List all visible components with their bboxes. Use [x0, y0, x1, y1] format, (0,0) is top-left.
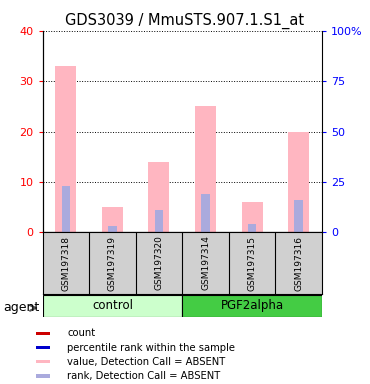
Text: count: count [67, 328, 95, 338]
Bar [295, 200, 303, 232]
Text: agent: agent [4, 301, 40, 314]
Text: PGF2alpha: PGF2alpha [221, 299, 284, 312]
Bar [43, 295, 182, 317]
Bar [36, 374, 50, 378]
Bar [248, 224, 256, 232]
Text: GDS3039 / MmuSTS.907.1.S1_at: GDS3039 / MmuSTS.907.1.S1_at [65, 13, 305, 29]
Bar [148, 162, 169, 232]
Text: GSM197314: GSM197314 [201, 236, 210, 290]
Bar [62, 186, 70, 232]
Text: control: control [92, 299, 133, 312]
Text: GSM197320: GSM197320 [154, 236, 164, 290]
Text: GSM197316: GSM197316 [294, 235, 303, 291]
Text: rank, Detection Call = ABSENT: rank, Detection Call = ABSENT [67, 371, 221, 381]
Text: GSM197315: GSM197315 [248, 235, 256, 291]
Bar [36, 346, 50, 349]
Bar [36, 332, 50, 335]
Bar [56, 66, 76, 232]
Bar [242, 202, 263, 232]
Bar [288, 131, 309, 232]
Bar [108, 226, 117, 232]
Text: GSM197319: GSM197319 [108, 235, 117, 291]
Bar [155, 210, 163, 232]
Text: GSM197318: GSM197318 [61, 235, 70, 291]
Bar [195, 106, 216, 232]
Bar [102, 207, 123, 232]
Text: value, Detection Call = ABSENT: value, Detection Call = ABSENT [67, 357, 226, 367]
Bar [36, 360, 50, 364]
Bar [201, 194, 210, 232]
Bar [182, 295, 322, 317]
Text: percentile rank within the sample: percentile rank within the sample [67, 343, 235, 353]
